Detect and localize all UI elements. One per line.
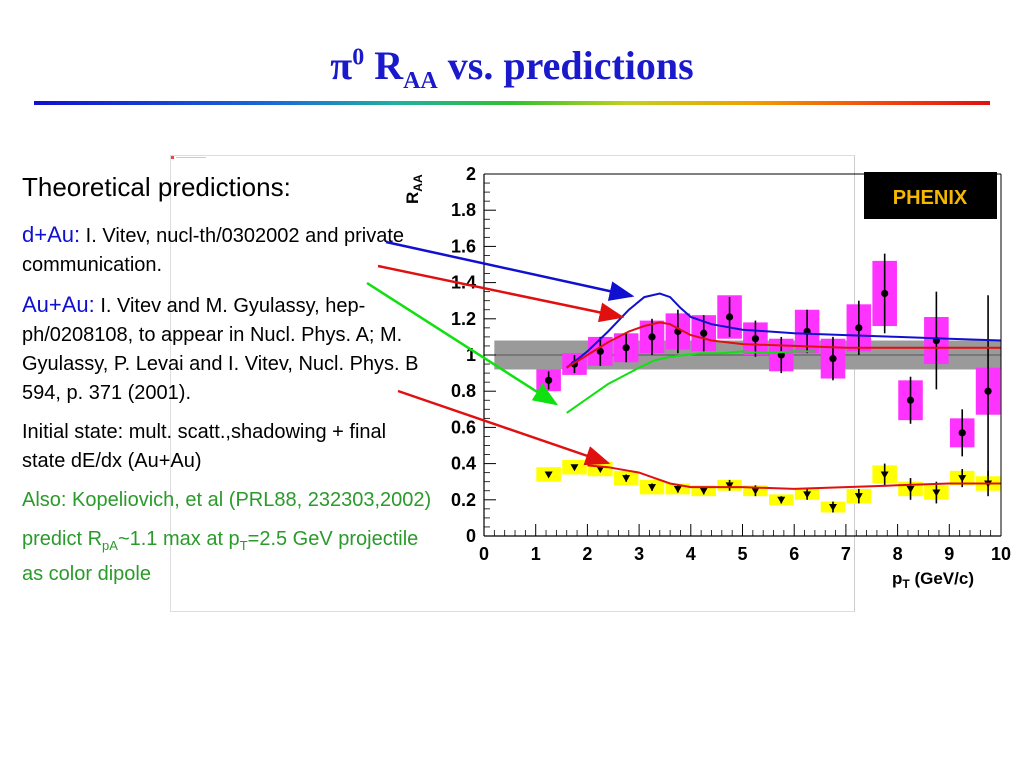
prediction-curve: [587, 464, 1001, 490]
initial-state: Initial state: mult. scatt.,shadowing + …: [22, 421, 387, 472]
data-point: [881, 289, 889, 298]
heading: Theoretical predictions:: [22, 172, 291, 202]
data-point: [828, 504, 837, 512]
data-point: [777, 496, 786, 504]
data-point: [570, 464, 579, 472]
y-tick-label: 1.2: [451, 309, 476, 329]
series-dau: [536, 253, 1001, 488]
left-text: Theoretical predictions: d+Au: I. Vitev,…: [22, 170, 432, 589]
dau-paragraph: d+Au: I. Vitev, nucl-th/0302002 and priv…: [22, 220, 432, 280]
y-axis-label: RAA: [403, 174, 425, 204]
raa-chart: 0 1 2 3 4 5 6 7 8 9 1000.20.40.60.811.21.41.61.82 …: [403, 164, 1011, 591]
x-tick-label: 6: [789, 544, 799, 564]
series-auau: [536, 459, 1001, 513]
data-point: [958, 429, 966, 437]
data-point: [932, 489, 941, 497]
svg-text:pT (GeV/c): pT (GeV/c): [892, 569, 974, 591]
slide-title: π0 RAA vs. predictions: [0, 42, 1024, 95]
x-tick-label: 2: [582, 544, 592, 564]
data-point: [673, 485, 682, 493]
y-tick-label: 0.6: [451, 417, 476, 437]
ylabel-sub: AA: [411, 174, 425, 192]
predict-sub2: T: [239, 538, 248, 553]
xlabel-main: p: [892, 569, 902, 588]
dau-label: d+Au:: [22, 222, 81, 247]
title-sub: AA: [403, 68, 438, 94]
data-point: [725, 482, 734, 490]
auau-label: Au+Au:: [22, 292, 95, 317]
frame-mark: [171, 156, 206, 159]
auau-text: I. Vitev and M. Gyulassy, hep-ph/0208108…: [22, 295, 419, 404]
x-tick-label: 9: [944, 544, 954, 564]
data-point: [855, 324, 863, 332]
dau-text: I. Vitev, nucl-th/0302002 and private co…: [22, 225, 405, 276]
prediction-curve: [566, 321, 1001, 369]
x-tick-label: 0: [479, 544, 489, 564]
y-tick-label: 1: [466, 345, 476, 365]
title-pi: π: [330, 43, 353, 88]
data-point: [803, 491, 812, 499]
title-rule: [34, 101, 990, 105]
title-sup: 0: [352, 44, 365, 71]
xlabel-rest: (GeV/c): [910, 569, 974, 588]
also-kopeliovich: Also: Kopeliovich, et al (PRL88, 232303,…: [22, 489, 432, 511]
data-point: [622, 344, 630, 352]
xlabel-sub: T: [902, 577, 910, 591]
logo-text: PHENIX: [893, 187, 968, 209]
data-point: [880, 471, 889, 479]
data-point: [829, 355, 837, 363]
ylabel-main: R: [403, 192, 422, 204]
embedded-frame: [170, 155, 855, 612]
data-point: [751, 335, 760, 343]
data-point: [596, 466, 605, 474]
data-point: [545, 376, 553, 384]
svg-text:RAA: RAA: [403, 174, 425, 204]
data-point: [854, 493, 863, 501]
data-point: [596, 347, 604, 355]
predict-line: predict RpA~1.1 max at pT=2.5 GeV projec…: [22, 525, 432, 589]
predict-b: ~1.1 max at p: [117, 528, 240, 550]
y-tick-label: 1.4: [451, 273, 476, 293]
data-point: [622, 475, 631, 483]
data-point: [906, 485, 915, 493]
y-tick-label: 0.8: [451, 381, 476, 401]
x-tick-label: 4: [686, 544, 696, 564]
x-tick-label: 5: [737, 544, 747, 564]
y-tick-label: 2: [466, 164, 476, 184]
data-point: [700, 329, 708, 337]
y-tick-label: 0.2: [451, 490, 476, 510]
plot-layer: [494, 253, 1001, 513]
auau-paragraph: Au+Au: I. Vitev and M. Gyulassy, hep-ph/…: [22, 290, 432, 408]
prediction-curve: [566, 350, 815, 414]
data-point: [984, 387, 992, 395]
predict-a: predict R: [22, 528, 103, 550]
data-point: [751, 487, 760, 495]
data-point: [699, 487, 708, 495]
title-rest: vs. predictions: [437, 43, 694, 88]
x-tick-label: 8: [893, 544, 903, 564]
x-tick-label: 7: [841, 544, 851, 564]
title-r: R: [364, 43, 404, 88]
data-point: [648, 333, 656, 341]
x-axis-label: pT (GeV/c): [892, 569, 974, 591]
y-tick-label: 1.8: [451, 200, 476, 220]
phenix-logo: PHENIX: [864, 172, 997, 219]
y-tick-label: 0: [466, 526, 476, 546]
y-tick-label: 1.6: [451, 236, 476, 256]
predict-c: =2.5 GeV projectile as color dipole: [22, 528, 419, 585]
logo-box: [864, 172, 997, 219]
data-point: [725, 313, 734, 321]
predict-sub1: pA: [102, 538, 118, 553]
data-point: [958, 475, 967, 483]
data-point: [648, 484, 657, 492]
data-point: [906, 396, 915, 404]
x-tick-label: 3: [634, 544, 644, 564]
data-point: [544, 471, 553, 479]
y-tick-label: 0.4: [451, 454, 476, 474]
x-tick-label: 1: [531, 544, 541, 564]
x-tick-label: 10: [991, 544, 1011, 564]
